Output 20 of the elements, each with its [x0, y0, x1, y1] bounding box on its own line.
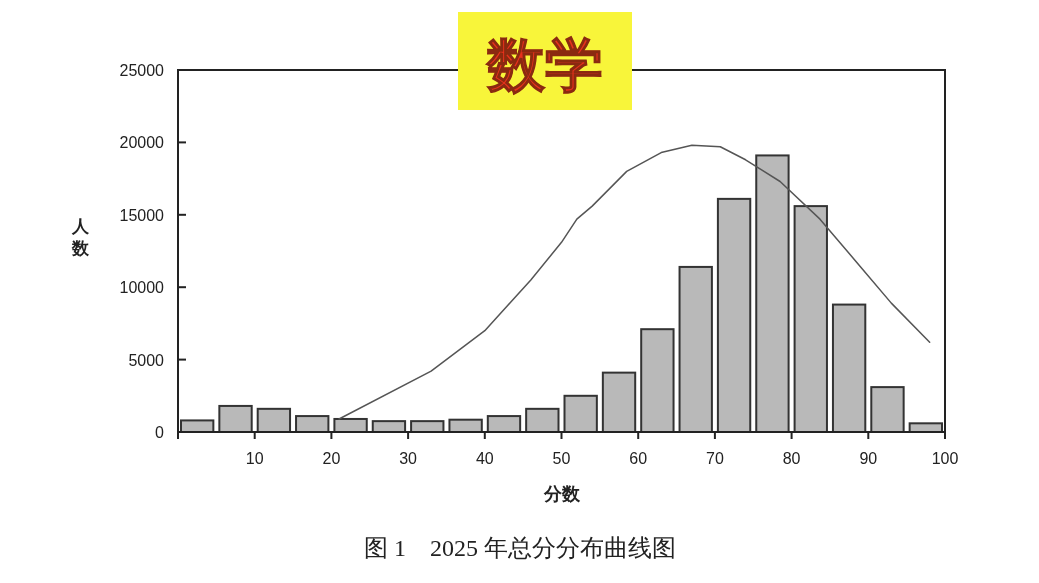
- x-tick-label: 10: [245, 450, 264, 467]
- x-tick-label: 40: [475, 450, 494, 467]
- y-tick-label: 25000: [119, 62, 165, 79]
- y-tick-label: 0: [155, 424, 165, 441]
- x-tick-label: 100: [931, 450, 959, 467]
- y-tick-label: 15000: [119, 206, 165, 224]
- y-tick-label: 5000: [128, 351, 165, 369]
- chart-title: 数学: [485, 32, 603, 97]
- x-tick-label: 70: [706, 450, 724, 467]
- y-tick-label: 20000: [119, 134, 165, 152]
- x-axis-title: 分数: [542, 484, 581, 504]
- x-tick-label: 20: [322, 450, 341, 467]
- x-tick-label: 60: [629, 450, 648, 467]
- x-tick-label: 90: [859, 450, 878, 467]
- x-tick-label: 80: [782, 450, 801, 467]
- x-tick-label: 50: [552, 450, 571, 467]
- x-tick-label: 30: [399, 450, 418, 467]
- caption: 图 1 2025 年总分分布曲线图: [364, 535, 676, 561]
- y-tick-label: 10000: [119, 279, 165, 297]
- y-axis-title: 人数: [70, 217, 90, 258]
